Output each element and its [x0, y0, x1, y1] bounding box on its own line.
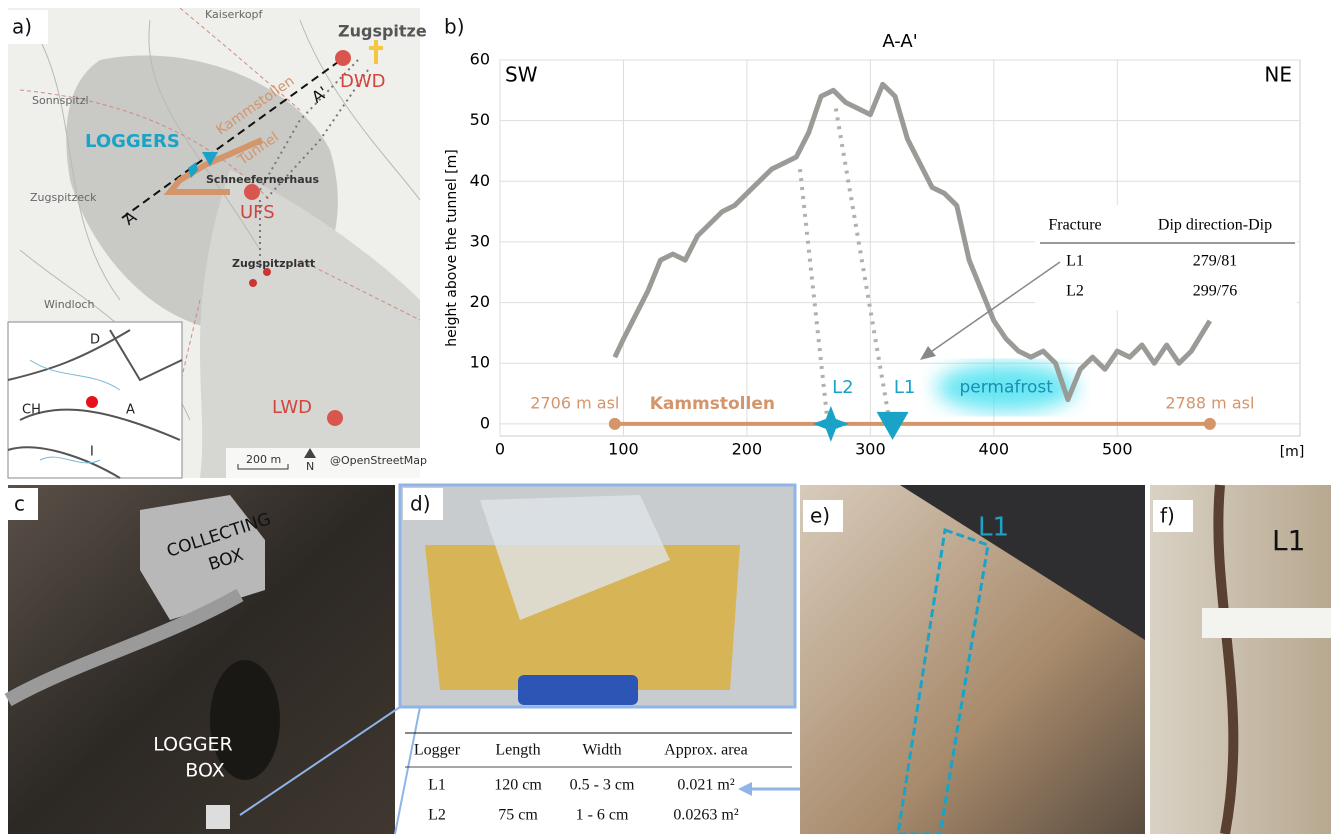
shape	[1202, 608, 1331, 638]
shape	[244, 184, 260, 200]
inset-cell: 279/81	[1193, 253, 1237, 270]
corner-label: NE	[1264, 63, 1292, 87]
label: D	[90, 333, 100, 348]
label: e)	[810, 504, 830, 528]
table-cell: 0.5 - 3 cm	[570, 777, 635, 794]
inset-header: Dip direction-Dip	[1158, 217, 1272, 234]
x-tick-label: 400	[979, 440, 1010, 459]
tunnel-label: Kammstollen	[650, 394, 775, 414]
x-tick-label: 0	[495, 440, 505, 459]
chart-title: A-A'	[882, 31, 917, 52]
x-tick-label: 300	[855, 440, 886, 459]
shape	[738, 782, 752, 796]
table-header: Approx. area	[664, 742, 748, 759]
y-tick-label: 0	[480, 413, 490, 432]
inset-cell: L2	[1066, 283, 1084, 300]
corner-label: SW	[505, 63, 538, 87]
shape: 0 10 20 30 40 50 60 0 100 200 300 400 500 A-A' height …	[444, 31, 1304, 460]
logger-label: L2	[832, 377, 853, 398]
x-axis-label: [m]	[1280, 444, 1305, 460]
table-cell: L1	[428, 777, 446, 794]
label: LWD	[272, 397, 312, 418]
x-tick-label: 100	[608, 440, 639, 459]
fracture-line	[836, 109, 889, 418]
shape	[86, 396, 98, 408]
label: LOGGERS	[85, 131, 180, 152]
label: b)	[444, 15, 465, 39]
label: a)	[12, 15, 32, 39]
x-tick-label: 200	[732, 440, 763, 459]
shape	[327, 410, 343, 426]
label: @OpenStreetMap	[330, 454, 427, 467]
shape	[335, 50, 351, 66]
label: A	[126, 403, 135, 418]
figure: Kaiserkopf Zugspitze DWD A' Sonnspitzl L…	[0, 0, 1331, 834]
y-tick-label: 10	[470, 353, 490, 372]
inset-cell: L1	[1066, 253, 1084, 270]
tunnel-start-label: 2706 m asl	[530, 393, 619, 412]
permafrost-label: permafrost	[959, 377, 1053, 397]
y-axis-label: height above the tunnel [m]	[444, 149, 460, 347]
y-tick-label: 50	[470, 110, 490, 129]
label: Zugspitze	[338, 22, 427, 41]
label: L1	[978, 513, 1009, 543]
y-tick-label: 20	[470, 292, 490, 311]
label: d)	[410, 492, 431, 516]
table-cell: 120 cm	[494, 777, 542, 794]
label: DWD	[340, 71, 386, 92]
y-tick-label: 40	[470, 171, 490, 190]
table-cell: L2	[428, 807, 446, 824]
table-header: Logger	[414, 742, 461, 759]
tunnel-end	[609, 418, 621, 430]
label: 200 m	[246, 453, 281, 466]
y-tick-label: 30	[470, 231, 490, 250]
label: Schneefernerhaus	[206, 173, 319, 186]
shape: Logger Length Width Approx. area L1 120 cm 0.5…	[405, 733, 792, 824]
tunnel-end-label: 2788 m asl	[1165, 393, 1254, 412]
label: LOGGER	[153, 734, 233, 756]
label: Kaiserkopf	[205, 8, 264, 21]
table-header: Length	[495, 742, 540, 759]
inset-cell: 299/76	[1193, 283, 1237, 300]
shape	[518, 675, 638, 705]
table-cell: 0.0263 m²	[673, 807, 738, 824]
label: Zugspitzplatt	[232, 257, 315, 270]
table-header: Width	[582, 742, 621, 759]
table-cell: 1 - 6 cm	[576, 807, 629, 824]
label: UFS	[240, 202, 275, 223]
table-cell: 75 cm	[498, 807, 538, 824]
label: c	[14, 492, 25, 516]
label: BOX	[185, 760, 224, 782]
label: N	[306, 460, 314, 473]
table-cell: 0.021 m²	[677, 777, 734, 794]
tunnel-end	[1204, 418, 1216, 430]
inset-header: Fracture	[1048, 217, 1101, 234]
label: L1	[1272, 524, 1305, 557]
label: f)	[1160, 504, 1175, 528]
label: CH	[22, 403, 41, 418]
fracture-line	[800, 169, 827, 418]
arrow-head	[920, 346, 936, 360]
label: Windloch	[44, 298, 94, 311]
logger-label: L1	[894, 377, 915, 398]
label: I	[90, 445, 94, 460]
shape	[249, 279, 257, 287]
shape	[206, 805, 230, 829]
label: Zugspitzeck	[30, 191, 97, 204]
y-tick-label: 60	[470, 50, 490, 69]
page: Kaiserkopf Zugspitze DWD A' Sonnspitzl L…	[0, 0, 1331, 834]
label: Sonnspitzl	[32, 94, 89, 107]
x-tick-label: 500	[1102, 440, 1133, 459]
